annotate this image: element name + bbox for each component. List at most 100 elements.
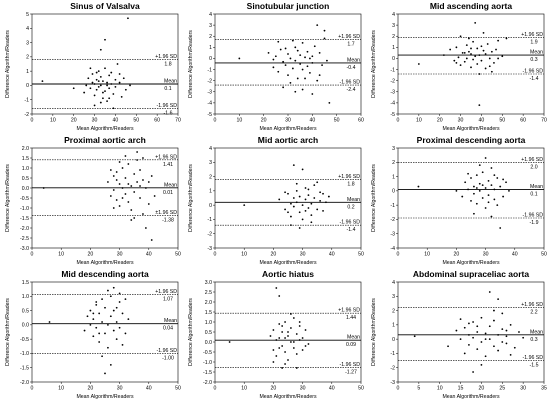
data-point xyxy=(310,221,313,224)
data-point xyxy=(309,71,311,74)
data-point xyxy=(487,179,490,182)
data-point xyxy=(136,181,139,183)
data-point xyxy=(496,177,499,179)
data-point xyxy=(327,195,330,198)
data-point xyxy=(487,194,490,197)
data-point xyxy=(487,201,490,204)
x-tick-label: 50 xyxy=(358,386,364,392)
data-point xyxy=(118,161,121,163)
mean-label: Mean xyxy=(347,57,360,63)
y-tick-label: 0 xyxy=(392,56,395,62)
y-tick-label: -1 xyxy=(207,67,212,73)
lower-limit-label: ±1.96 SD xyxy=(155,210,177,216)
data-point xyxy=(478,73,481,75)
mean-value: 0.04 xyxy=(163,326,173,332)
data-point xyxy=(95,88,98,91)
data-point xyxy=(85,84,88,87)
y-tick-label: 4 xyxy=(209,146,212,152)
data-point xyxy=(133,173,136,175)
data-point xyxy=(243,204,246,207)
data-point xyxy=(322,209,324,212)
y-tick-label: 1 xyxy=(209,45,212,51)
data-point xyxy=(284,363,286,365)
chart-title: Abdominal supraceliac aorta xyxy=(413,269,529,279)
x-tick-label: 0 xyxy=(214,386,217,392)
data-point xyxy=(274,55,277,58)
data-point xyxy=(275,355,278,357)
x-tick-label: 20 xyxy=(437,118,443,124)
y-tick-label: 1 xyxy=(392,45,395,51)
data-point xyxy=(284,337,286,339)
data-point xyxy=(493,188,496,191)
y-tick-label: -4 xyxy=(207,101,212,107)
y-tick-label: -1 xyxy=(24,98,29,104)
mean-label: Mean xyxy=(530,329,543,335)
data-point xyxy=(104,90,106,93)
data-point xyxy=(467,172,469,175)
chart-title: Sinus of Valsalva xyxy=(70,1,140,11)
data-point xyxy=(470,53,472,55)
x-tick-label: 30 xyxy=(285,118,291,124)
data-point xyxy=(295,182,298,185)
data-point xyxy=(87,77,90,80)
x-tick-label: 40 xyxy=(146,252,152,258)
data-point xyxy=(295,201,298,204)
data-point xyxy=(116,63,119,65)
mean-value: -0.4 xyxy=(347,65,356,71)
data-point xyxy=(476,348,479,351)
data-point xyxy=(272,58,275,61)
data-point xyxy=(104,306,106,309)
data-point xyxy=(136,151,139,153)
upper-limit-value: 2.2 xyxy=(530,310,537,316)
data-point xyxy=(93,104,96,107)
data-point xyxy=(493,198,496,201)
y-tick-label: -1.5 xyxy=(20,366,29,372)
x-tick-label: 10 xyxy=(424,252,430,258)
y-axis-label: Difference Algorithm/Readers xyxy=(371,30,377,98)
data-point xyxy=(299,54,302,57)
data-point xyxy=(104,332,106,335)
data-point xyxy=(501,328,504,331)
data-point xyxy=(110,71,113,74)
lower-limit-value: -1.4 xyxy=(347,227,356,233)
data-point xyxy=(301,168,304,171)
mean-label: Mean xyxy=(530,50,543,56)
data-point xyxy=(313,184,316,187)
plot-frame xyxy=(214,147,362,249)
data-point xyxy=(292,205,295,208)
data-point xyxy=(508,189,510,192)
data-point xyxy=(108,74,111,77)
data-point xyxy=(304,345,307,347)
y-tick-label: 1 xyxy=(209,189,212,195)
data-point xyxy=(127,17,129,20)
data-point xyxy=(474,55,477,58)
data-point xyxy=(101,321,103,323)
data-point xyxy=(92,312,95,315)
y-tick-label: -2.0 xyxy=(20,380,29,386)
data-point xyxy=(322,192,324,195)
lower-limit-value: -1.00 xyxy=(162,355,174,361)
upper-limit-label: +1.96 SD xyxy=(155,154,177,160)
data-point xyxy=(505,342,508,345)
data-point xyxy=(497,349,500,352)
y-tick-label: -1.0 xyxy=(203,360,212,366)
x-tick-label: 50 xyxy=(541,252,547,258)
data-point xyxy=(484,355,487,358)
x-tick-label: 20 xyxy=(71,118,77,124)
data-point xyxy=(282,86,285,89)
mean-label: Mean xyxy=(347,197,360,203)
y-tick-label: 1 xyxy=(392,174,395,180)
data-point xyxy=(150,239,153,241)
data-point xyxy=(115,306,118,309)
data-point xyxy=(465,57,468,60)
x-tick-label: 10 xyxy=(437,386,443,392)
data-point xyxy=(505,335,508,338)
data-point xyxy=(307,188,310,191)
data-point xyxy=(144,187,147,189)
x-tick-label: 20 xyxy=(261,118,267,124)
data-point xyxy=(121,312,124,315)
data-point xyxy=(502,195,505,198)
data-point xyxy=(130,219,133,221)
